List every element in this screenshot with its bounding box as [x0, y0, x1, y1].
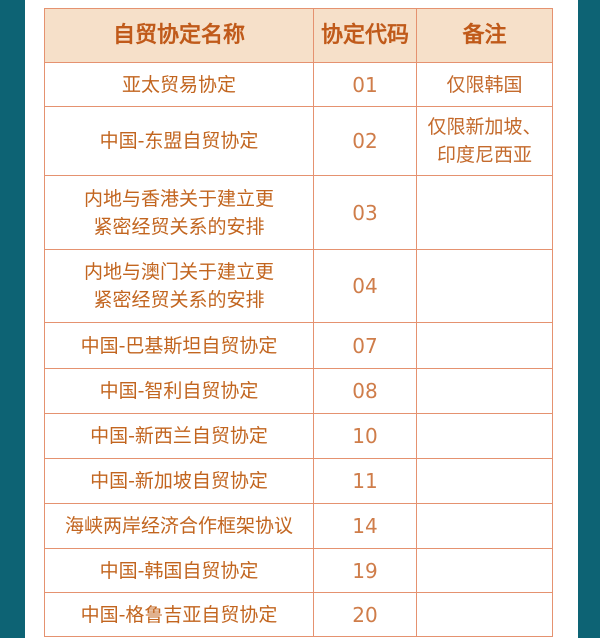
agreement-code: 11 [313, 458, 417, 504]
agreement-note [416, 592, 553, 637]
table-row: 中国-韩国自贸协定 19 [44, 548, 553, 593]
agreement-note [416, 548, 553, 593]
agreement-note [416, 413, 553, 459]
agreement-code: 07 [313, 322, 417, 369]
agreement-name: 中国-巴基斯坦自贸协定 [44, 322, 314, 369]
agreement-name: 内地与澳门关于建立更 紧密经贸关系的安排 [44, 249, 314, 323]
header-code: 协定代码 [313, 8, 417, 63]
agreement-name-line: 内地与澳门关于建立更 [83, 261, 274, 283]
table-row: 中国-新西兰自贸协定 10 [44, 413, 553, 459]
agreement-name: 中国-韩国自贸协定 [44, 548, 314, 593]
agreement-code: 10 [313, 413, 417, 459]
table-row: 中国-智利自贸协定 08 [44, 368, 553, 414]
agreement-name-line: 内地与香港关于建立更 [83, 187, 274, 210]
agreement-name-line: 中国-新西兰自贸协定 [90, 425, 268, 447]
agreement-note: 仅限新加坡、 印度尼西亚 [416, 106, 553, 176]
header-note: 备注 [416, 8, 553, 63]
header-name: 自贸协定名称 [44, 8, 314, 63]
agreement-note: 仅限韩国 [416, 62, 553, 107]
agreement-name-line: 中国-新加坡自贸协定 [90, 470, 268, 492]
table-row: 中国-巴基斯坦自贸协定 07 [44, 322, 553, 369]
header-row: 自贸协定名称 协定代码 备注 [44, 8, 553, 63]
agreement-code: 08 [313, 368, 417, 414]
table-row: 中国-新加坡自贸协定 11 [44, 458, 553, 504]
table-row: 亚太贸易协定 01 仅限韩国 [44, 62, 553, 107]
agreement-name: 内地与香港关于建立更 紧密经贸关系的安排 [44, 175, 314, 250]
agreement-name: 中国-新加坡自贸协定 [44, 458, 314, 504]
agreement-code: 02 [313, 106, 417, 176]
agreement-name-line: 中国-巴基斯坦自贸协定 [80, 334, 278, 357]
agreement-name-line: 海峡两岸经济合作框架协议 [64, 515, 293, 537]
table-row: 内地与澳门关于建立更 紧密经贸关系的安排 04 [44, 249, 553, 323]
table-row: 海峡两岸经济合作框架协议 14 [44, 503, 553, 549]
fta-table: 自贸协定名称 协定代码 备注 亚太贸易协定 01 仅限韩国 中国-东盟自贸协定 02 仅限… [44, 8, 553, 637]
agreement-note [416, 503, 553, 549]
agreement-note-line: 印度尼西亚 [436, 144, 532, 166]
agreement-note [416, 368, 553, 414]
agreement-note [416, 175, 553, 250]
agreement-note-line: 仅限新加坡、 [427, 116, 542, 138]
table-row: 内地与香港关于建立更 紧密经贸关系的安排 03 [44, 175, 553, 250]
agreement-code: 01 [313, 62, 417, 107]
agreement-name: 中国-东盟自贸协定 [44, 106, 314, 176]
agreement-note [416, 322, 553, 369]
agreement-name-line: 亚太贸易协定 [121, 73, 236, 96]
agreement-name-line: 紧密经贸关系的安排 [93, 289, 265, 311]
agreement-name: 中国-格鲁吉亚自贸协定 [44, 592, 314, 637]
agreement-note [416, 249, 553, 323]
table-row: 中国-格鲁吉亚自贸协定 20 [44, 592, 553, 637]
agreement-name: 中国-智利自贸协定 [44, 368, 314, 414]
agreement-name: 中国-新西兰自贸协定 [44, 413, 314, 459]
agreement-code: 14 [313, 503, 417, 549]
agreement-code: 03 [313, 175, 417, 250]
agreement-code: 19 [313, 548, 417, 593]
agreement-note-line: 仅限韩国 [446, 73, 523, 96]
agreement-name: 亚太贸易协定 [44, 62, 314, 107]
agreement-name: 海峡两岸经济合作框架协议 [44, 503, 314, 549]
agreement-name-line: 中国-东盟自贸协定 [99, 130, 259, 152]
agreement-code: 20 [313, 592, 417, 637]
table-row: 中国-东盟自贸协定 02 仅限新加坡、 印度尼西亚 [44, 106, 553, 176]
agreement-name-line: 中国-韩国自贸协定 [99, 559, 259, 582]
agreement-note [416, 458, 553, 504]
agreement-name-line: 紧密经贸关系的安排 [93, 215, 265, 238]
agreement-name-line: 中国-智利自贸协定 [99, 380, 259, 402]
agreement-code: 04 [313, 249, 417, 323]
agreement-name-line: 中国-格鲁吉亚自贸协定 [80, 603, 278, 626]
